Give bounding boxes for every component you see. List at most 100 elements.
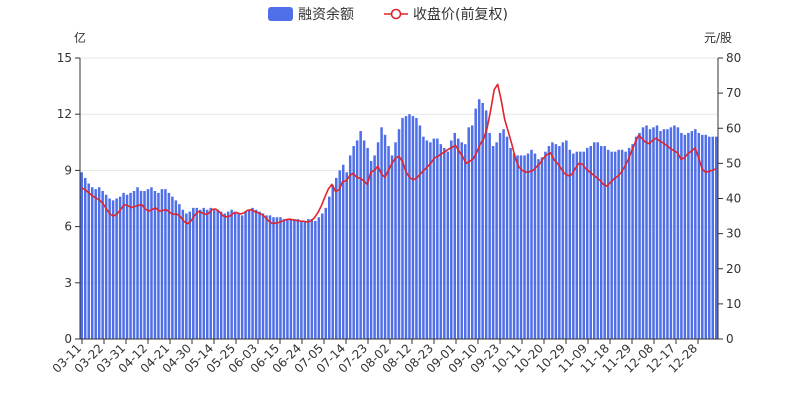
bar-margin-balance <box>680 132 683 339</box>
bar-margin-balance <box>627 147 631 339</box>
right-axis-tick-label: 0 <box>726 332 734 346</box>
bar-margin-balance <box>251 207 254 339</box>
bar-margin-balance <box>568 149 572 339</box>
bar-margin-balance <box>226 211 230 339</box>
bar-margin-balance <box>509 147 512 339</box>
bar-margin-balance <box>697 132 701 339</box>
bar-margin-balance <box>463 144 467 339</box>
bar-margin-balance <box>307 219 310 339</box>
bar-margin-balance <box>111 200 115 339</box>
bar-margin-balance <box>708 136 711 339</box>
bar-margin-balance <box>711 136 715 339</box>
bar-margin-balance <box>174 200 178 339</box>
bar-margin-balance <box>411 116 415 339</box>
bar-margin-balance <box>296 219 300 339</box>
bar-margin-balance <box>282 219 286 339</box>
bar-margin-balance <box>467 127 470 340</box>
bar-margin-balance <box>321 213 324 339</box>
bar-margin-balance <box>694 129 697 339</box>
bar-margin-balance <box>659 131 662 339</box>
bar-margin-balance <box>687 132 690 339</box>
left-axis-tick-label: 9 <box>64 163 72 177</box>
bar-margin-balance <box>516 155 519 339</box>
bar-margin-balance <box>341 164 345 339</box>
bar-margin-balance <box>205 209 209 339</box>
bar-margin-balance <box>314 220 317 339</box>
bar-margin-balance <box>624 151 627 339</box>
bar-margin-balance <box>373 155 376 339</box>
bar-margin-balance <box>199 209 202 339</box>
bar-margin-balance <box>655 125 659 339</box>
bar-margin-balance <box>523 155 526 339</box>
bar-margin-balance <box>474 108 477 339</box>
bar-margin-balance <box>652 127 655 340</box>
bar-margin-balance <box>404 116 408 339</box>
bar-margin-balance <box>289 219 293 339</box>
bar-margin-balance <box>233 211 237 339</box>
bar-margin-balance <box>666 129 669 339</box>
bar-margin-balance <box>551 142 554 339</box>
bar-margin-balance <box>495 142 498 339</box>
bar-margin-balance <box>104 194 108 339</box>
bar-margin-balance <box>477 99 481 339</box>
bar-margin-balance <box>115 198 118 339</box>
bar-margin-balance <box>317 217 321 339</box>
legend[interactable]: 融资余额 收盘价(前复权) <box>268 6 508 23</box>
bar-margin-balance <box>429 142 432 339</box>
left-axis-tick-label: 0 <box>64 332 72 346</box>
bar-margin-balance <box>171 196 174 339</box>
bar-margin-balance <box>272 217 275 339</box>
bar-margin-balance <box>579 151 582 339</box>
close-price-line-group <box>81 83 717 225</box>
bar-margin-balance <box>293 219 296 339</box>
right-axis-tick-label: 10 <box>726 297 741 311</box>
bar-margin-balance <box>265 215 268 339</box>
bar-margin-balance <box>310 219 314 339</box>
bar-margin-balance <box>143 191 146 339</box>
bar-margin-balance <box>254 209 258 339</box>
bar-margin-balance <box>422 136 425 339</box>
bar-margin-balance <box>554 144 558 339</box>
bar-margin-balance <box>324 207 328 339</box>
bar-margin-balance <box>641 127 645 340</box>
bar-margin-balance <box>436 138 439 339</box>
bar-margin-balance <box>481 102 484 340</box>
bar-margin-balance <box>390 155 394 339</box>
bar-margin-balance <box>139 191 143 339</box>
bar-margin-balance <box>638 132 641 339</box>
bar-margin-balance <box>683 134 687 339</box>
bar-margin-balance <box>704 134 708 339</box>
bar-margin-balance <box>376 142 380 339</box>
legend-label-margin-balance: 融资余额 <box>298 6 354 23</box>
bar-margin-balance <box>561 142 565 339</box>
bar-margin-balance <box>150 187 153 339</box>
bar-margin-balance <box>491 146 495 339</box>
bar-margin-balance <box>446 151 450 339</box>
bar-margin-balance <box>164 189 167 339</box>
bar-margin-balance <box>178 204 181 339</box>
bar-margin-balance <box>202 207 206 339</box>
bar-margin-balance <box>387 146 390 339</box>
bar-margin-balance <box>362 140 366 339</box>
bar-margin-balance <box>132 191 136 339</box>
bar-margin-balance <box>418 125 422 339</box>
right-axis-tick-label: 80 <box>726 51 741 65</box>
bar-margin-balance <box>572 153 575 339</box>
bar-margin-balance <box>512 153 516 339</box>
bar-margin-balance <box>505 136 509 339</box>
bar-margin-balance <box>673 125 676 339</box>
bar-margin-balance <box>589 146 593 339</box>
bar-margin-balance <box>425 140 429 339</box>
bar-margin-balance <box>620 149 624 339</box>
bar-margin-balance <box>599 146 603 339</box>
bar-margin-balance <box>240 215 244 339</box>
right-axis-tick-label: 40 <box>726 192 741 206</box>
bar-margin-balance <box>484 110 488 339</box>
bar-margin-balance <box>676 127 680 340</box>
bar-margin-balance <box>394 142 397 339</box>
bar-margin-balance <box>188 211 192 339</box>
margin-balance-bars <box>80 99 718 340</box>
bar-margin-balance <box>634 136 638 339</box>
